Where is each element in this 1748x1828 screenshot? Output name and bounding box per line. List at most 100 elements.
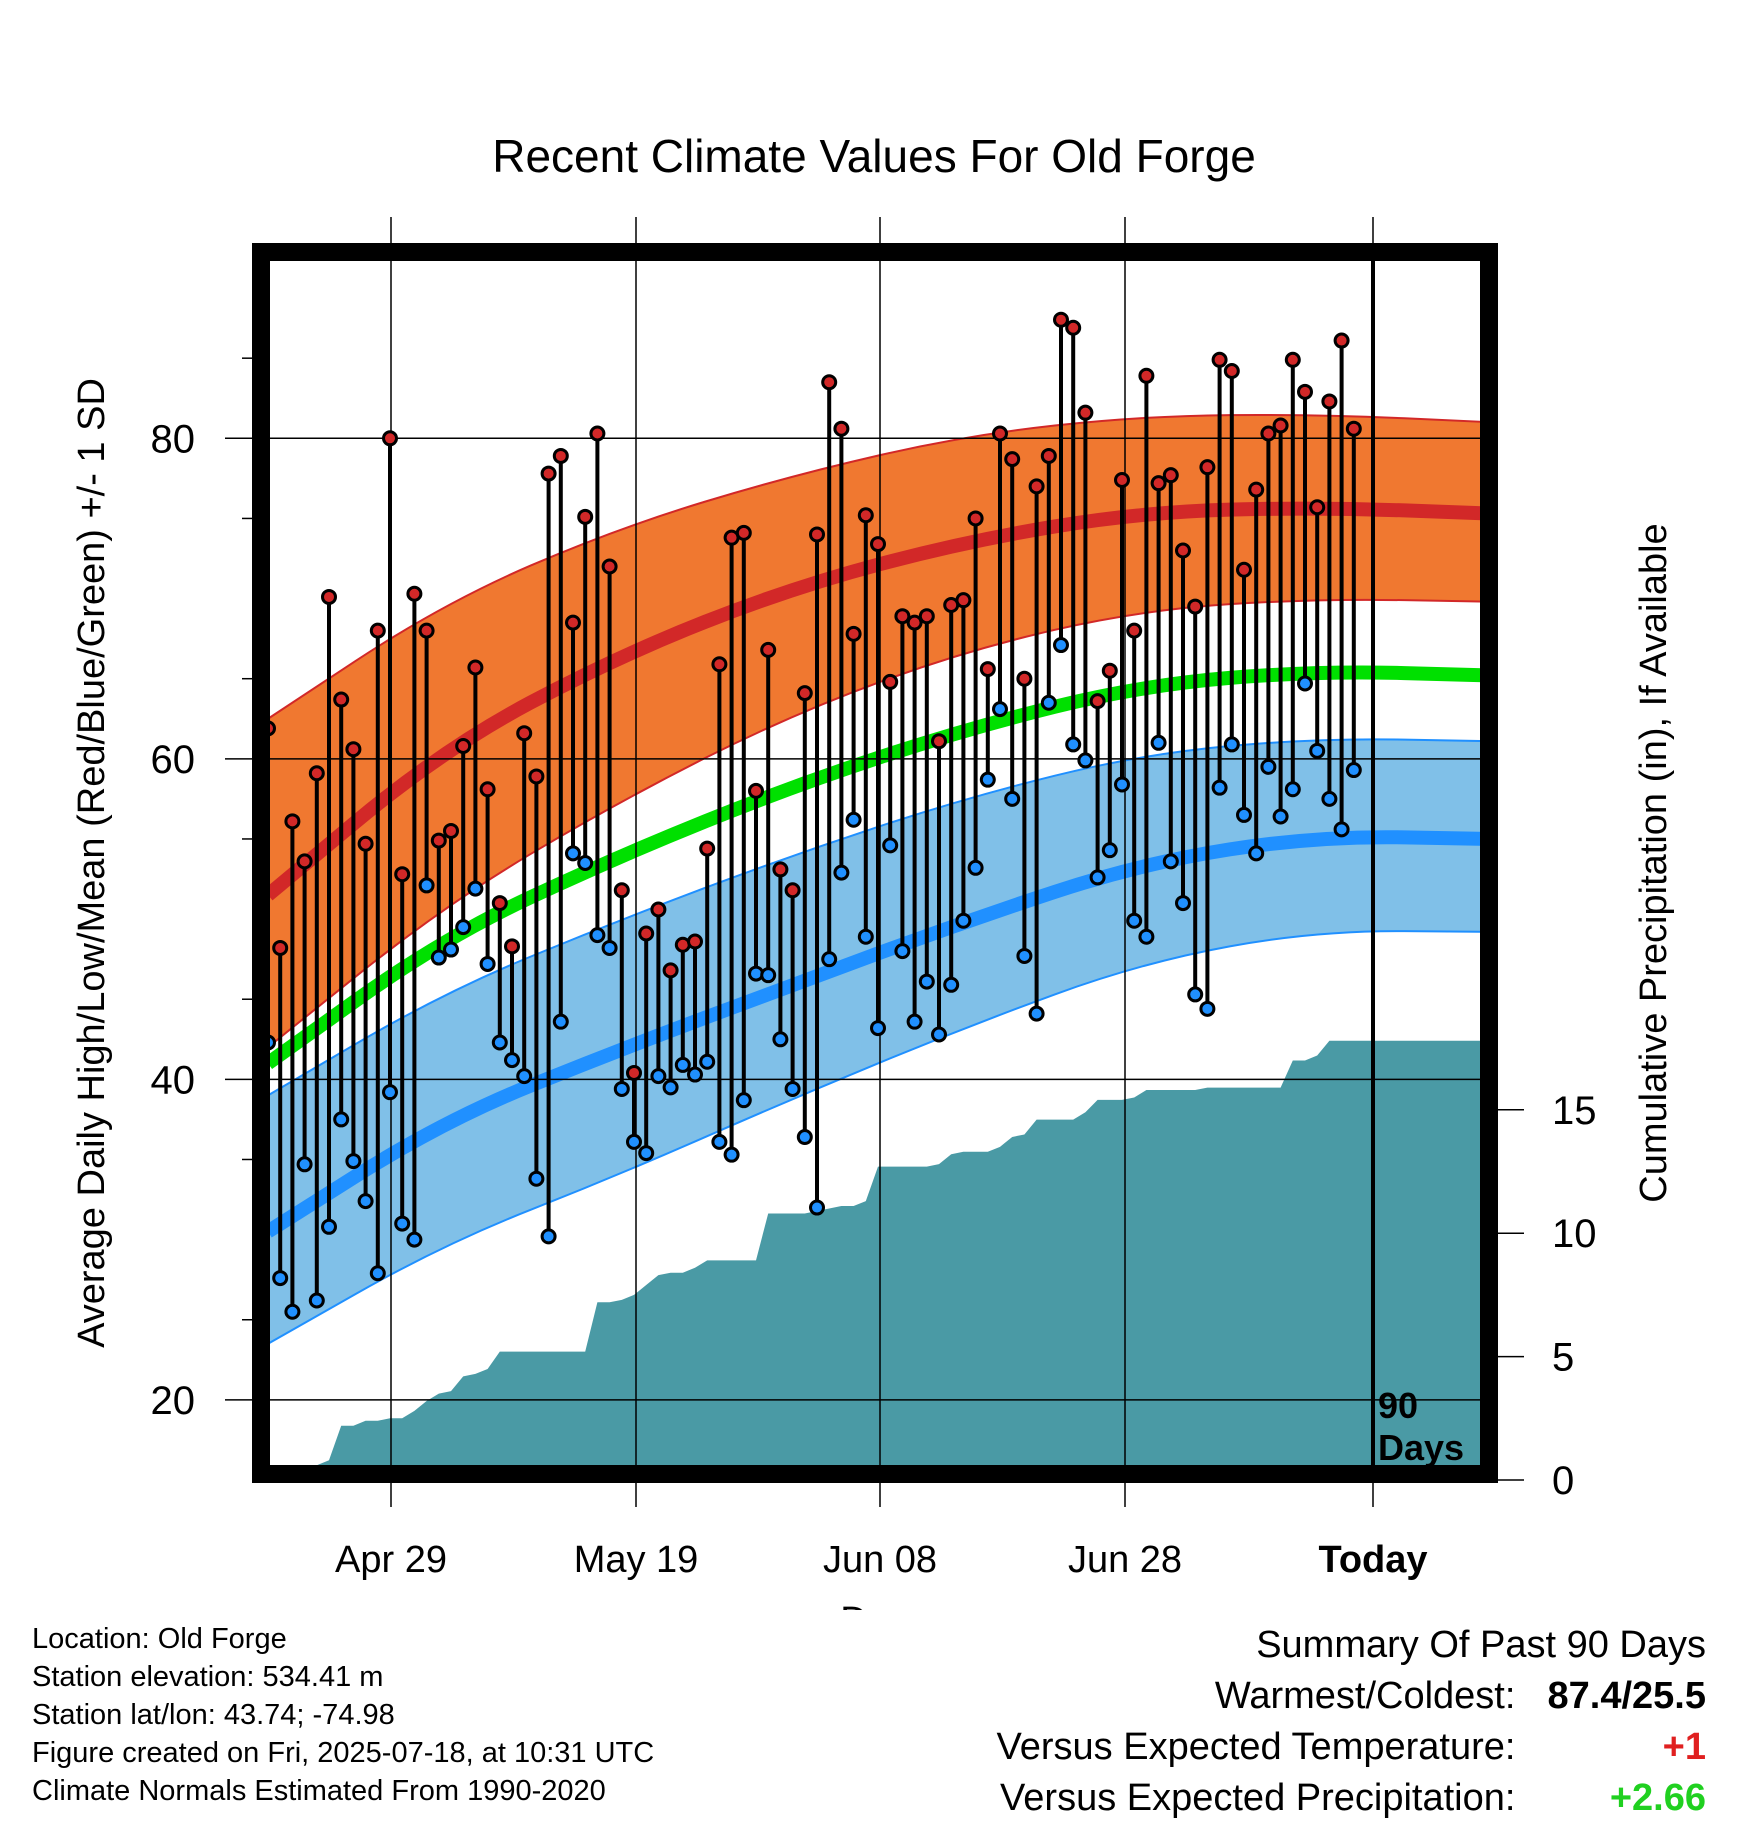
low-point (1260, 758, 1277, 775)
low-point (662, 1079, 679, 1096)
high-point (296, 853, 313, 870)
high-point (1150, 475, 1167, 492)
low-point (955, 912, 972, 929)
temp-departure-row: Versus Expected Temperature: +1 (997, 1722, 1706, 1773)
low-point (577, 855, 594, 871)
high-point (833, 420, 850, 437)
high-point (504, 938, 520, 955)
low-point (784, 1080, 801, 1097)
high-point (1004, 451, 1021, 468)
high-point (284, 813, 301, 830)
high-point (918, 608, 935, 625)
high-point (1077, 404, 1094, 421)
y-tick-label: 60 (151, 738, 196, 782)
high-point (406, 585, 423, 602)
low-point (589, 927, 606, 944)
high-point (1016, 670, 1033, 687)
low-point (699, 1053, 716, 1070)
high-point (308, 765, 325, 782)
low-point (528, 1170, 545, 1187)
high-point (1236, 561, 1252, 578)
high-point (748, 782, 764, 799)
low-point (638, 1145, 655, 1162)
high-point (992, 425, 1008, 442)
low-point (284, 1303, 301, 1320)
low-point (552, 1013, 569, 1030)
high-point (796, 685, 813, 702)
high-point (906, 614, 923, 631)
normals-text: Climate Normals Estimated From 1990-2020 (32, 1775, 606, 1807)
high-point (430, 832, 447, 849)
low-point (1077, 752, 1094, 769)
high-point (1089, 693, 1106, 710)
high-normal-line (263, 501, 1493, 901)
low-point (1309, 742, 1326, 759)
low-point (1004, 790, 1021, 807)
high-point (1260, 425, 1277, 442)
precip-area (255, 1040, 1496, 1480)
high-point (784, 882, 801, 899)
low-point (1187, 986, 1204, 1003)
high-point (931, 733, 947, 750)
y2-tick-label: 0 (1552, 1459, 1574, 1503)
climate-chart: Recent Climate Values For Old Forge 90Da… (71, 130, 1675, 1610)
low-point (406, 1231, 423, 1248)
warmest-coldest-row: Warmest/Coldest: 87.4/25.5 (997, 1671, 1706, 1722)
high-point (955, 592, 972, 609)
summary-title: Summary Of Past 90 Days (1256, 1624, 1706, 1666)
high-point (1040, 447, 1057, 464)
low-point (711, 1133, 728, 1150)
low-point (333, 1111, 350, 1128)
high-point (1272, 417, 1289, 434)
low-point (931, 1026, 947, 1043)
high-point (516, 725, 533, 742)
high-point (845, 625, 862, 642)
low-point (357, 1193, 374, 1210)
low-point (992, 701, 1008, 718)
high-point (967, 510, 984, 527)
low-point (1284, 781, 1301, 798)
high-point (1309, 499, 1326, 516)
location-text: Location: Old Forge (32, 1623, 287, 1655)
high-point (1162, 467, 1179, 484)
low-point (308, 1292, 325, 1309)
low-point (601, 939, 618, 956)
low-point (516, 1068, 533, 1085)
precip-departure-value: +2.66 (1609, 1777, 1706, 1819)
low-point (882, 837, 899, 854)
low-point (1199, 1000, 1216, 1017)
high-point (369, 622, 386, 639)
x-tick-label: Today (1318, 1539, 1427, 1581)
high-point (1345, 420, 1362, 437)
low-point (565, 845, 581, 862)
low-point (809, 1199, 825, 1216)
high-point (418, 622, 435, 639)
elevation-text: Station elevation: 534.41 m (32, 1661, 384, 1693)
low-point (1053, 637, 1069, 654)
high-point (979, 661, 996, 678)
high-point (528, 768, 545, 785)
low-point (870, 1020, 886, 1037)
low-point (1321, 790, 1338, 807)
low-point (272, 1270, 289, 1287)
summary-panel: Summary Of Past 90 Days Warmest/Coldest:… (997, 1620, 1706, 1824)
high-point (601, 558, 618, 575)
y2-tick-label: 5 (1552, 1336, 1574, 1380)
high-point (357, 835, 374, 852)
high-point (552, 447, 569, 464)
high-point (1223, 363, 1240, 380)
low-point (918, 973, 935, 990)
low-point (443, 941, 459, 958)
low-point (857, 928, 874, 945)
low-point (455, 919, 472, 936)
low-point (345, 1153, 362, 1170)
low-point (467, 880, 484, 897)
x-tick-label: Jun 28 (1068, 1539, 1182, 1581)
y-tick-label: 20 (151, 1379, 196, 1423)
low-point (650, 1068, 667, 1085)
high-point (1187, 598, 1204, 615)
low-point (382, 1084, 398, 1101)
x-tick-label: Jun 08 (823, 1539, 937, 1581)
high-point (1333, 332, 1350, 349)
low-point (723, 1146, 740, 1163)
